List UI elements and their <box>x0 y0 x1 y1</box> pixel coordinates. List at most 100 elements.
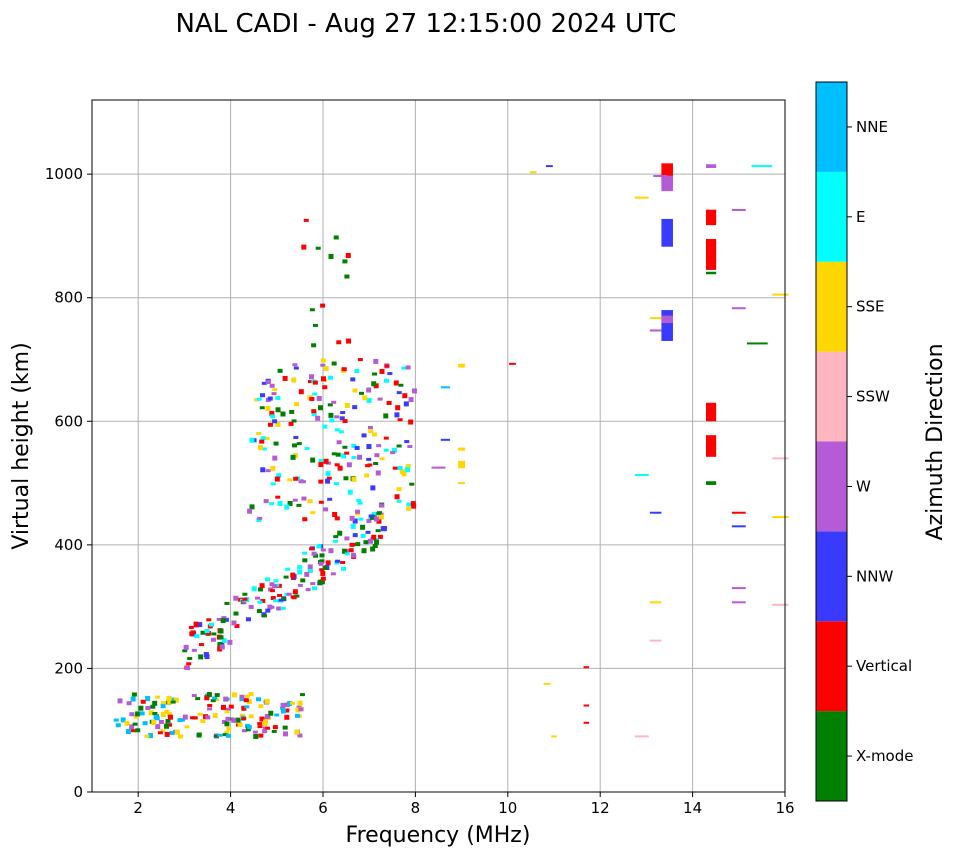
data-point <box>135 728 141 733</box>
data-point <box>404 467 410 473</box>
x-tick-label: 2 <box>133 799 143 817</box>
data-point <box>731 525 746 528</box>
data-point <box>406 502 412 507</box>
data-point <box>328 548 334 554</box>
data-point <box>271 729 277 733</box>
data-point <box>218 635 224 640</box>
data-point <box>285 567 291 571</box>
data-point <box>396 391 402 395</box>
data-point <box>731 208 746 211</box>
data-point <box>551 735 557 738</box>
data-point <box>265 577 271 582</box>
data-point <box>242 597 248 601</box>
data-point <box>368 429 374 434</box>
data-point <box>257 445 263 451</box>
data-points <box>113 163 789 740</box>
data-point <box>231 692 237 698</box>
data-point <box>366 397 372 403</box>
data-point <box>214 698 220 702</box>
data-point <box>259 439 265 444</box>
data-point <box>328 412 334 418</box>
data-point <box>332 511 338 517</box>
data-point <box>147 733 153 739</box>
data-point <box>227 639 233 645</box>
data-point <box>290 572 296 578</box>
data-point <box>221 719 227 724</box>
data-point <box>397 466 403 471</box>
data-point <box>140 699 146 704</box>
data-point <box>241 729 247 733</box>
data-point <box>203 652 209 658</box>
data-point <box>218 628 224 634</box>
data-point <box>150 704 156 709</box>
data-point <box>275 407 281 413</box>
y-tick-label: 0 <box>73 783 83 801</box>
data-point <box>187 656 193 660</box>
data-point <box>323 366 329 372</box>
data-point <box>315 415 321 421</box>
data-point <box>258 704 264 709</box>
data-point <box>155 695 161 699</box>
data-point <box>375 529 381 533</box>
data-point <box>173 697 179 703</box>
data-point <box>183 644 189 650</box>
data-point <box>294 713 300 718</box>
data-point <box>265 608 271 613</box>
data-point <box>186 662 192 666</box>
data-point <box>160 703 166 709</box>
data-point <box>329 418 335 423</box>
data-point <box>223 617 229 622</box>
data-point <box>200 719 206 724</box>
data-point <box>649 511 662 514</box>
y-tick-label: 1000 <box>45 165 83 183</box>
data-point <box>124 720 130 726</box>
data-point <box>115 723 121 728</box>
data-point <box>256 609 262 614</box>
data-point <box>182 649 188 653</box>
data-point <box>276 583 282 588</box>
data-point <box>649 329 662 332</box>
data-point <box>403 401 409 407</box>
data-point <box>167 714 173 720</box>
data-point <box>142 721 148 726</box>
data-point <box>277 368 283 373</box>
data-point <box>371 432 377 437</box>
data-point <box>224 710 230 714</box>
data-point <box>167 699 173 705</box>
data-point <box>275 396 281 401</box>
data-point <box>293 366 299 370</box>
data-point <box>268 710 274 716</box>
data-point <box>377 397 383 401</box>
data-point <box>258 733 264 738</box>
data-point <box>334 415 340 419</box>
data-point <box>705 164 717 168</box>
data-point <box>319 553 325 558</box>
data-point <box>287 501 293 507</box>
data-point <box>265 469 271 473</box>
data-point <box>216 617 222 621</box>
data-point <box>661 163 673 185</box>
data-point <box>213 734 219 738</box>
data-point <box>357 358 363 362</box>
colorbar-segment <box>816 82 847 172</box>
data-point <box>406 506 412 511</box>
data-point <box>302 551 308 555</box>
data-point <box>256 432 262 436</box>
data-point <box>361 433 367 438</box>
data-point <box>318 561 324 566</box>
data-point <box>409 482 415 486</box>
data-point <box>197 712 203 716</box>
data-point <box>301 244 307 250</box>
data-point <box>233 611 239 616</box>
data-point <box>374 516 380 522</box>
data-point <box>241 600 247 604</box>
data-point <box>332 539 338 543</box>
data-point <box>333 235 339 240</box>
data-point <box>309 308 315 312</box>
colorbar-label: X-mode <box>856 747 913 765</box>
data-point <box>386 400 392 405</box>
data-point <box>312 323 318 327</box>
data-point <box>217 733 223 737</box>
data-point <box>228 704 234 709</box>
data-point <box>294 402 300 407</box>
